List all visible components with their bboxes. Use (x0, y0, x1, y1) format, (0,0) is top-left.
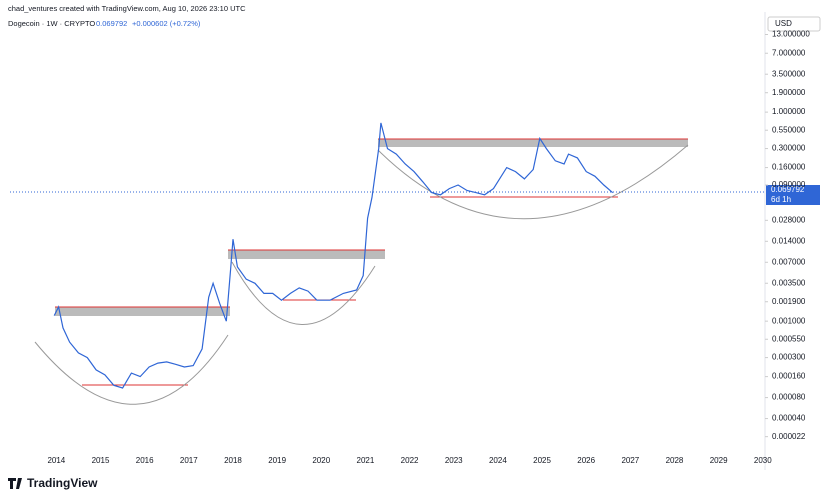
x-tick-label: 2018 (224, 456, 242, 465)
currency[interactable]: USD (775, 19, 792, 28)
y-tick-label: 0.003500 (772, 278, 806, 287)
x-tick-label: 2019 (268, 456, 286, 465)
y-tick-label: 0.090000 (772, 180, 806, 189)
y-tick-label: 0.550000 (772, 125, 806, 134)
logo-icon (8, 478, 22, 489)
arc (34, 334, 229, 405)
zone (228, 250, 385, 259)
y-tick-label: 0.000300 (772, 353, 806, 362)
x-tick-label: 2020 (312, 456, 330, 465)
y-tick-label: 3.500000 (772, 69, 806, 78)
countdown: 6d 1h (771, 195, 791, 204)
x-tick-label: 2026 (577, 456, 595, 465)
y-tick-label: 0.300000 (772, 144, 806, 153)
x-tick-label: 2016 (136, 456, 154, 465)
x-tick-label: 2015 (92, 456, 110, 465)
x-tick-label: 2021 (357, 456, 375, 465)
arc (231, 261, 376, 325)
y-tick-label: 1.000000 (772, 107, 806, 116)
x-tick-label: 2017 (180, 456, 198, 465)
x-tick-label: 2025 (533, 456, 551, 465)
arc (377, 144, 689, 220)
logo: TradingView (27, 476, 98, 490)
y-tick-label: 0.000550 (772, 334, 806, 343)
y-tick-label: 0.001900 (772, 297, 806, 306)
y-tick-label: 0.000160 (772, 372, 806, 381)
y-tick-label: 0.000022 (772, 432, 806, 441)
y-tick-label: 0.000040 (772, 414, 806, 423)
y-tick-label: 0.028000 (772, 215, 806, 224)
currency-box[interactable] (767, 16, 821, 32)
change: +0.000602 (+0.72%) (132, 19, 201, 28)
zone (378, 139, 688, 147)
price-tag-value: 0.069792 (771, 185, 805, 194)
x-tick-label: 2022 (401, 456, 419, 465)
last-price: 0.069792 (96, 19, 127, 28)
y-tick-label: 0.160000 (772, 163, 806, 172)
x-tick-label: 2030 (754, 456, 772, 465)
credit: chad_ventures created with TradingView.c… (8, 4, 246, 13)
price-tag (766, 185, 820, 205)
x-tick-label: 2024 (489, 456, 507, 465)
x-tick-label: 2029 (710, 456, 728, 465)
y-tick-label: 0.007000 (772, 257, 806, 266)
price-line-series (53, 122, 614, 389)
symbol: Dogecoin · 1W · CRYPTO (8, 19, 95, 28)
y-tick-label: 0.001000 (772, 316, 806, 325)
y-tick-label: 13.000000 (772, 30, 810, 39)
x-tick-label: 2028 (666, 456, 684, 465)
y-tick-label: 1.900000 (772, 88, 806, 97)
y-tick-label: 0.000080 (772, 393, 806, 402)
x-tick-label: 2014 (47, 456, 65, 465)
x-tick-label: 2027 (621, 456, 639, 465)
y-tick-label: 0.014000 (772, 236, 806, 245)
y-tick-label: 7.000000 (772, 48, 806, 57)
zone (55, 307, 230, 316)
x-tick-label: 2023 (445, 456, 463, 465)
